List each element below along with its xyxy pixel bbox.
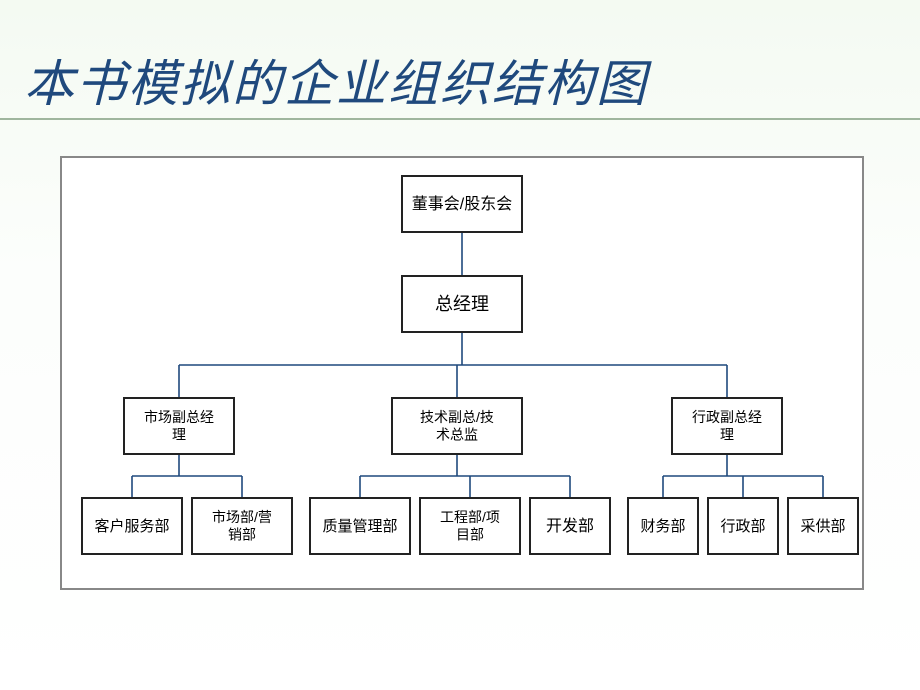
org-node-label-eng: 目部	[456, 526, 484, 542]
org-node-label-cust: 客户服务部	[94, 518, 169, 535]
org-node-label-board: 董事会/股东会	[412, 195, 512, 213]
org-node-label-vp_tech: 技术副总/技	[420, 409, 494, 425]
org-node-label-vp_tech: 术总监	[436, 426, 478, 442]
org-node-label-vp_market: 市场副总经	[144, 409, 214, 425]
org-node-label-qa: 质量管理部	[322, 518, 397, 535]
org-node-label-mkt: 销部	[228, 526, 256, 542]
org-node-label-vp_admin: 理	[720, 426, 734, 442]
orgchart-svg: 董事会/股东会总经理市场副总经理技术副总/技术总监行政副总经理客户服务部市场部/…	[62, 158, 862, 588]
title-underline	[0, 118, 920, 120]
org-node-label-fin: 财务部	[640, 518, 685, 535]
org-node-label-vp_market: 理	[172, 426, 186, 442]
org-node-label-dev: 开发部	[546, 517, 594, 535]
org-node-label-vp_admin: 行政副总经	[692, 409, 762, 425]
org-node-label-gm: 总经理	[435, 294, 489, 314]
slide-title: 本书模拟的企业组织结构图	[24, 44, 648, 116]
org-node-label-admin: 行政部	[720, 518, 765, 535]
org-node-label-proc: 采供部	[800, 518, 845, 535]
slide: 本书模拟的企业组织结构图 董事会/股东会总经理市场副总经理技术副总/技术总监行政…	[0, 0, 920, 690]
org-node-label-eng: 工程部/项	[440, 509, 500, 525]
org-node-label-mkt: 市场部/营	[212, 509, 272, 525]
orgchart-frame: 董事会/股东会总经理市场副总经理技术副总/技术总监行政副总经理客户服务部市场部/…	[60, 156, 864, 590]
